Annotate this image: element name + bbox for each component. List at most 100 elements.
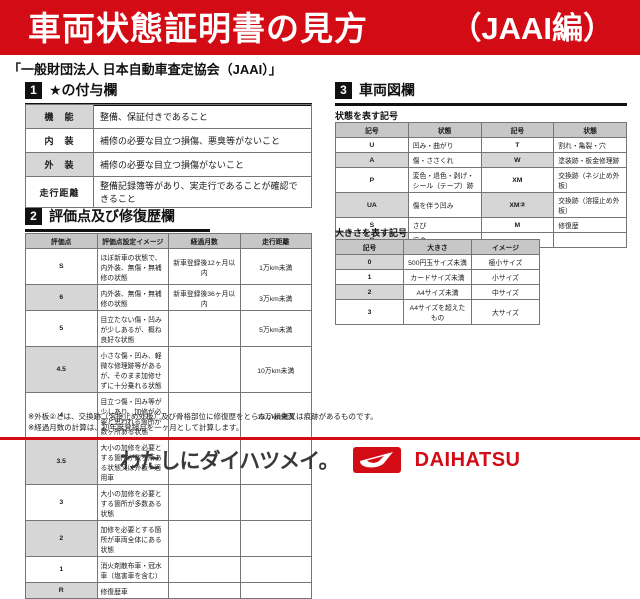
symbol-cell: P — [335, 167, 409, 193]
section-1-header: 1 ★の付与欄 — [25, 80, 312, 106]
symbol-cell: A — [335, 152, 409, 168]
desc-cell: 目立たない傷・凹みが少しあるが、概ね良好な状態 — [96, 310, 169, 347]
table-row: U 凹み・曲がり T 割れ・亀裂・穴 — [335, 137, 627, 153]
criteria-desc: 補修の必要な目立つ損傷がないこと — [93, 152, 312, 177]
months-cell — [168, 346, 241, 393]
column-header: 状態 — [407, 122, 482, 138]
column-header: 記号 — [480, 122, 555, 138]
state-cell: 交換跡（溶接止め外板） — [553, 192, 627, 218]
state-cell: 交換跡（ネジ止め外板） — [553, 167, 627, 193]
column-header: 経過月数 — [168, 233, 241, 249]
footnotes: ※外板②とは、交換跡（溶接止め外板）及び骨格部位に修復歴をとらない損傷又は痕跡が… — [28, 412, 378, 433]
section-3-title: 車両図欄 — [359, 82, 415, 98]
criteria-label: 機 能 — [25, 104, 94, 129]
grade-cell: 3 — [25, 484, 98, 521]
red-divider — [0, 437, 640, 440]
column-header: 評価点設定イメージ — [96, 233, 169, 249]
section-1-number-badge: 1 — [25, 81, 42, 99]
mileage-cell — [239, 582, 312, 599]
section-2-number-badge: 2 — [25, 207, 42, 225]
grade-cell: S — [25, 248, 98, 285]
symbol-table-caption: 状態を表す記号 — [335, 111, 399, 121]
desc-cell: 内外装、無傷・無補修の状態 — [96, 284, 169, 311]
state-cell: 修復歴 — [553, 217, 627, 233]
condition-symbol-table: 記号 状態 記号 状態 U 凹み・曲がり T 割れ・亀裂・穴 A 傷・ささくれ … — [335, 122, 627, 248]
table-row: 5 目立たない傷・凹みが少しあるが、概ね良好な状態 5万km未満 — [25, 310, 312, 347]
size-table-caption: 大きさを表す記号 — [335, 228, 408, 238]
months-cell: 新車登録後36ヶ月以内 — [168, 284, 241, 311]
table-header-row: 評価点 評価点設定イメージ 経過月数 走行距離 — [25, 233, 312, 249]
symbol-cell: XM② — [480, 192, 555, 218]
footnote-line: ※外板②とは、交換跡（溶接止め外板）及び骨格部位に修復歴をとらない損傷又は痕跡が… — [28, 412, 378, 421]
symbol-cell: UA — [335, 192, 409, 218]
grade-cell: 5 — [25, 310, 98, 347]
image-cell: 大サイズ — [471, 299, 540, 325]
criteria-label: 外 装 — [25, 152, 94, 177]
mileage-cell — [239, 520, 312, 557]
column-header: 走行距離 — [239, 233, 312, 249]
table-row: 2 A4サイズ未満 中サイズ — [335, 284, 540, 300]
image-cell: 極小サイズ — [471, 254, 540, 270]
symbol-cell: 1 — [335, 269, 404, 285]
desc-cell: 小さな傷・凹み、軽微な修理跡等があるが、そのまま加修せずに十分乗れる状態 — [96, 346, 169, 393]
column-header: 評価点 — [25, 233, 98, 249]
column-header: イメージ — [471, 239, 540, 255]
symbol-cell: W — [480, 152, 555, 168]
criteria-desc: 整備、保証付きであること — [93, 104, 312, 129]
column-header: 記号 — [335, 122, 409, 138]
mileage-cell: 1万km未満 — [239, 248, 312, 285]
desc-cell: 修復歴車 — [96, 582, 169, 599]
desc-cell: ほぼ新車の状態で、内外装、無傷・無補修の状態 — [96, 248, 169, 285]
mileage-cell: 15万km未満 — [239, 392, 312, 439]
criteria-desc: 補修の必要な目立つ損傷、悪臭等がないこと — [93, 128, 312, 153]
table-row: P 変色・退色・剥げ・シール（テープ）跡 XM 交換跡（ネジ止め外板） — [335, 167, 627, 193]
table-header-row: 記号 大きさ イメージ — [335, 239, 540, 255]
symbol-cell: 3 — [335, 299, 404, 325]
table-row: 走行距離 整備記録簿等があり、実走行であることが確認できること — [25, 176, 312, 208]
months-cell — [168, 556, 241, 583]
state-cell: 傷を伴う凹み — [407, 192, 482, 218]
table-row: S ほぼ新車の状態で、内外装、無傷・無補修の状態 新車登録後12ヶ月以内 1万k… — [25, 248, 312, 285]
mileage-cell: 5万km未満 — [239, 310, 312, 347]
state-cell: 塗装跡・板金修理跡 — [553, 152, 627, 168]
section-3-header: 3 車両図欄 — [335, 80, 627, 106]
grade-cell: 1 — [25, 556, 98, 583]
grade-cell: 2 — [25, 520, 98, 557]
table-row: 2 加修を必要とする箇所が車両全体にある状態 — [25, 520, 312, 557]
table-row: 3 A4サイズを超えたもの 大サイズ — [335, 299, 540, 325]
table-row: 1 消火剤散布車・冠水車（塩害車を含む） — [25, 556, 312, 583]
column-header: 状態 — [553, 122, 627, 138]
symbol-cell: 0 — [335, 254, 404, 270]
months-cell — [168, 310, 241, 347]
brand-slogan: わたしにダイハツメイ。 — [119, 450, 339, 473]
table-row: 内 装 補修の必要な目立つ損傷、悪臭等がないこと — [25, 128, 312, 153]
table-row: R 修復歴車 — [25, 582, 312, 599]
daihatsu-d-logo-icon — [352, 447, 401, 473]
mileage-cell — [239, 556, 312, 583]
table-row: 0 500円玉サイズ未満 極小サイズ — [335, 254, 540, 270]
desc-cell: 加修を必要とする箇所が車両全体にある状態 — [96, 520, 169, 557]
symbol-cell: U — [335, 137, 409, 153]
star-grant-table: 機 能 整備、保証付きであること 内 装 補修の必要な目立つ損傷、悪臭等がないこ… — [25, 104, 312, 208]
table-row: 1 カードサイズ未満 小サイズ — [335, 269, 540, 285]
page-title: 車両状態証明書の見方 — [28, 9, 368, 47]
grade-cell: 6 — [25, 284, 98, 311]
desc-cell: 大小の加修を必要とする箇所が多数ある状態 — [96, 484, 169, 521]
grade-cell: 3.5 — [25, 438, 98, 485]
size-symbol-table: 記号 大きさ イメージ 0 500円玉サイズ未満 極小サイズ 1 カードサイズ未… — [335, 239, 540, 325]
symbol-cell: M — [480, 217, 555, 233]
table-row: 機 能 整備、保証付きであること — [25, 104, 312, 129]
desc-cell: 消火剤散布車・冠水車（塩害車を含む） — [96, 556, 169, 583]
table-header-row: 記号 状態 記号 状態 — [335, 122, 627, 138]
section-3-number-badge: 3 — [335, 81, 352, 99]
months-cell — [168, 520, 241, 557]
section-2-title: 評価点及び修復歴欄 — [49, 208, 175, 224]
section-2-header: 2 評価点及び修復歴欄 — [25, 206, 210, 232]
column-header: 大きさ — [403, 239, 472, 255]
months-cell — [168, 484, 241, 521]
symbol-cell: 2 — [335, 284, 404, 300]
image-cell: 中サイズ — [471, 284, 540, 300]
size-cell: A4サイズを超えたもの — [403, 299, 472, 325]
criteria-label: 走行距離 — [25, 176, 94, 208]
months-cell: 新車登録後12ヶ月以内 — [168, 248, 241, 285]
